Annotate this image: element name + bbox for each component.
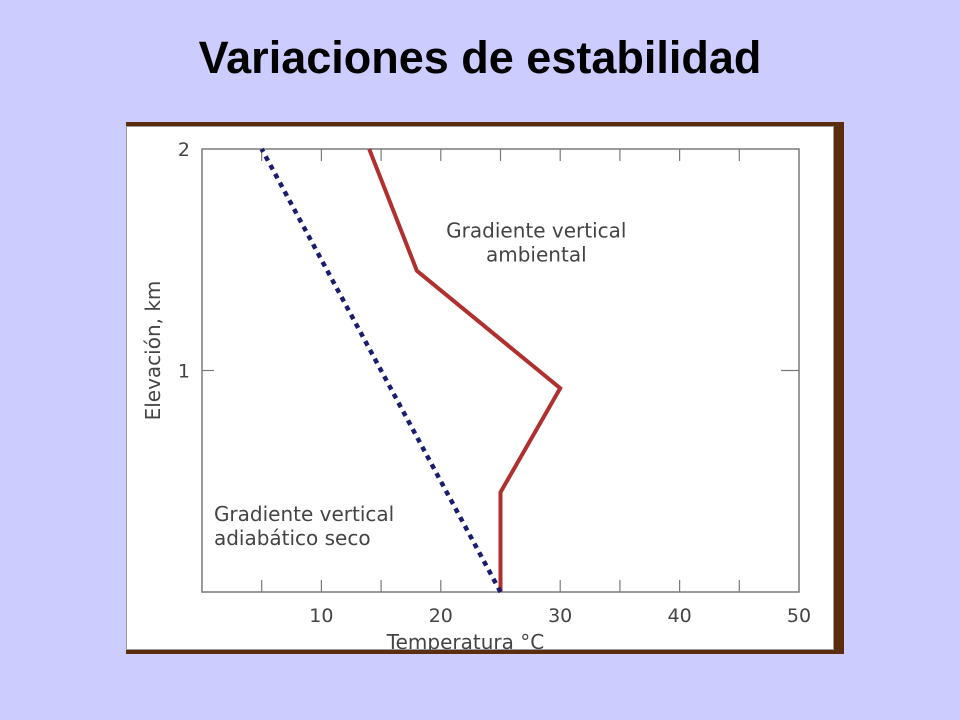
x-tick-label: 10 [309,605,333,627]
series-line-ambient [367,148,563,592]
stability-chart: 10 20 30 40 50 1 2 Temperatura °C Elevación, km G… [141,139,811,651]
slide-title: Variaciones de estabilidad [198,32,762,83]
x-axis-label: Temperatura °C [386,630,544,651]
series-line-adiabatic [259,147,503,594]
annotation-line: Gradiente vertical [214,502,394,526]
x-tick-label: 50 [787,605,811,627]
chart-panel: 10 20 30 40 50 1 2 Temperatura °C Elevación, km G… [126,126,834,651]
y-axis-label: Elevación, km [141,281,165,421]
x-tick-label: 20 [429,605,453,627]
annotation-line: ambiental [486,243,587,267]
annotation-line: adiabático seco [214,526,371,550]
y-tick-label: 2 [178,139,190,161]
y-tick-label: 1 [178,361,190,383]
x-tick-label: 40 [668,605,692,627]
chart-frame: 10 20 30 40 50 1 2 Temperatura °C Elevación, km G… [126,122,844,654]
annotation-ambient: Gradiente vertical ambiental [446,219,626,267]
annotation-adiabatic: Gradiente vertical adiabático seco [214,502,394,550]
annotation-line: Gradiente vertical [446,219,626,243]
x-tick-label: 30 [548,605,572,627]
